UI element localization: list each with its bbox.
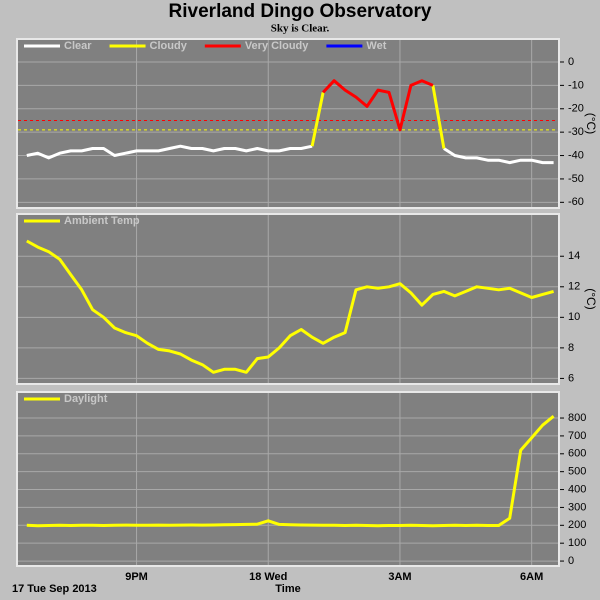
line <box>26 415 555 528</box>
y-tick-label: 600 <box>568 448 586 460</box>
y-tick-label: -20 <box>568 103 584 115</box>
y-tick-label: 0 <box>568 56 574 68</box>
y-tick-label: 0 <box>568 555 574 567</box>
legend-label: Very Cloudy <box>245 40 309 52</box>
legend-label: Wet <box>366 40 386 52</box>
y-tick-label: 300 <box>568 501 586 513</box>
line <box>26 239 554 374</box>
legend-label: Cloudy <box>150 40 188 52</box>
y-tick-label: 14 <box>568 250 580 262</box>
plot-area <box>18 215 558 383</box>
y-tick-label: 800 <box>568 412 586 424</box>
axis-strip <box>560 38 600 209</box>
legend-label: Clear <box>64 40 92 52</box>
y-tick-label: 12 <box>568 281 580 293</box>
y-tick-label: 100 <box>568 537 586 549</box>
x-axis-label: Time <box>275 583 300 595</box>
y-tick-label: -30 <box>568 126 584 138</box>
x-start-label: 17 Tue Sep 2013 <box>12 583 97 595</box>
y-tick-label: -40 <box>568 149 584 161</box>
axis-strip <box>560 213 600 385</box>
subtitle: Sky is Clear. <box>271 23 330 35</box>
y-tick-label: 500 <box>568 466 586 478</box>
legend-label: Ambient Temp <box>64 215 140 227</box>
y-axis-label: (°C) <box>584 113 598 134</box>
x-tick-label: 3AM <box>388 571 411 583</box>
axis-strip <box>560 391 600 567</box>
line <box>310 85 446 149</box>
x-tick-label: 9PM <box>125 571 148 583</box>
y-tick-label: 8 <box>568 342 574 354</box>
x-tick-label: 6AM <box>520 571 543 583</box>
plot-area <box>18 393 558 565</box>
y-tick-label: -60 <box>568 196 584 208</box>
plot-area <box>18 40 558 207</box>
y-tick-label: -50 <box>568 173 584 185</box>
y-tick-label: 6 <box>568 372 574 384</box>
chart-title: Riverland Dingo Observatory <box>169 1 432 22</box>
y-tick-label: 10 <box>568 311 580 323</box>
y-tick-label: 700 <box>568 430 586 442</box>
y-axis-label: (°C) <box>584 288 598 309</box>
legend-label: Daylight <box>64 393 108 405</box>
y-tick-label: -10 <box>568 79 584 91</box>
line <box>26 144 554 165</box>
y-tick-label: 400 <box>568 483 586 495</box>
x-tick-label: 18 Wed <box>249 571 287 583</box>
line <box>322 79 434 132</box>
y-tick-label: 200 <box>568 519 586 531</box>
